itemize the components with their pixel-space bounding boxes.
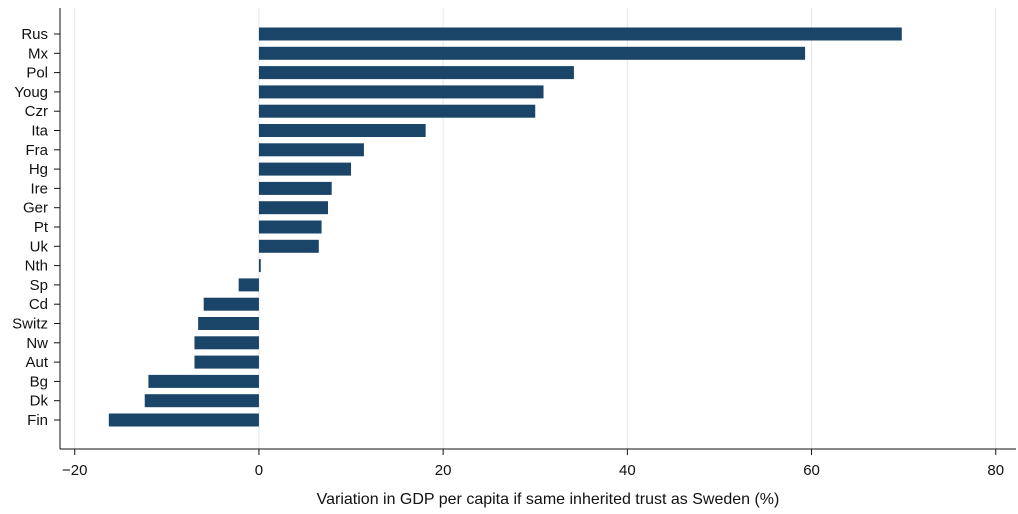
axes — [59, 8, 1016, 450]
bar-cd — [203, 297, 259, 311]
bar-rus — [258, 27, 902, 41]
x-tick-label: −20 — [62, 462, 87, 479]
bar-ger — [258, 201, 329, 215]
bars — [108, 27, 902, 427]
x-axis-title: Variation in GDP per capita if same inhe… — [317, 491, 780, 508]
category-label: Nw — [26, 335, 48, 352]
category-label: Switz — [12, 316, 48, 333]
bar-fin — [108, 413, 259, 427]
category-label: Czr — [25, 103, 48, 120]
x-tick-label: 20 — [435, 462, 452, 479]
bar-czr — [258, 104, 536, 118]
bar-nth — [258, 259, 261, 273]
category-label: Fra — [26, 142, 49, 159]
bar-switz — [198, 317, 259, 330]
category-label: Hg — [29, 161, 48, 178]
bar-ita — [258, 124, 426, 137]
category-label: Aut — [25, 354, 48, 371]
bar-mx — [258, 46, 806, 60]
category-label: Sp — [30, 277, 48, 294]
category-label: Mx — [28, 45, 48, 62]
category-label: Nth — [25, 258, 48, 275]
bar-sp — [238, 278, 259, 292]
bar-ire — [258, 181, 332, 195]
category-label: Youg — [14, 84, 48, 101]
bar-fra — [258, 143, 364, 157]
category-labels: Rus Mx Pol Youg Czr Ita Fra Hg Ire Ger Pt Uk Nth Sp Cd… — [12, 26, 60, 429]
category-label: Fin — [27, 412, 48, 429]
grid-lines — [74, 8, 997, 449]
bar-youg — [258, 85, 544, 99]
bar-aut — [194, 355, 259, 369]
category-label: Ire — [30, 180, 48, 197]
category-label: Bg — [30, 373, 48, 390]
category-label: Pt — [34, 219, 49, 236]
x-ticks: −20 0 20 40 60 80 — [62, 449, 1004, 479]
x-tick-label: 0 — [255, 462, 263, 479]
category-label: Uk — [30, 238, 49, 255]
bar-dk — [144, 394, 259, 408]
bar-pt — [258, 220, 322, 234]
category-label: Ger — [23, 200, 48, 217]
x-tick-label: 40 — [619, 462, 636, 479]
bar-bg — [148, 374, 259, 388]
bar-nw — [194, 336, 259, 350]
bar-hg — [258, 162, 352, 176]
x-tick-label: 80 — [987, 462, 1004, 479]
category-label: Ita — [31, 123, 48, 140]
x-tick-label: 60 — [803, 462, 820, 479]
bar-uk — [258, 239, 319, 253]
category-label: Pol — [26, 65, 48, 82]
category-label: Cd — [29, 296, 48, 313]
category-label: Rus — [21, 26, 48, 43]
category-label: Dk — [30, 393, 49, 410]
bar-pol — [258, 66, 574, 80]
